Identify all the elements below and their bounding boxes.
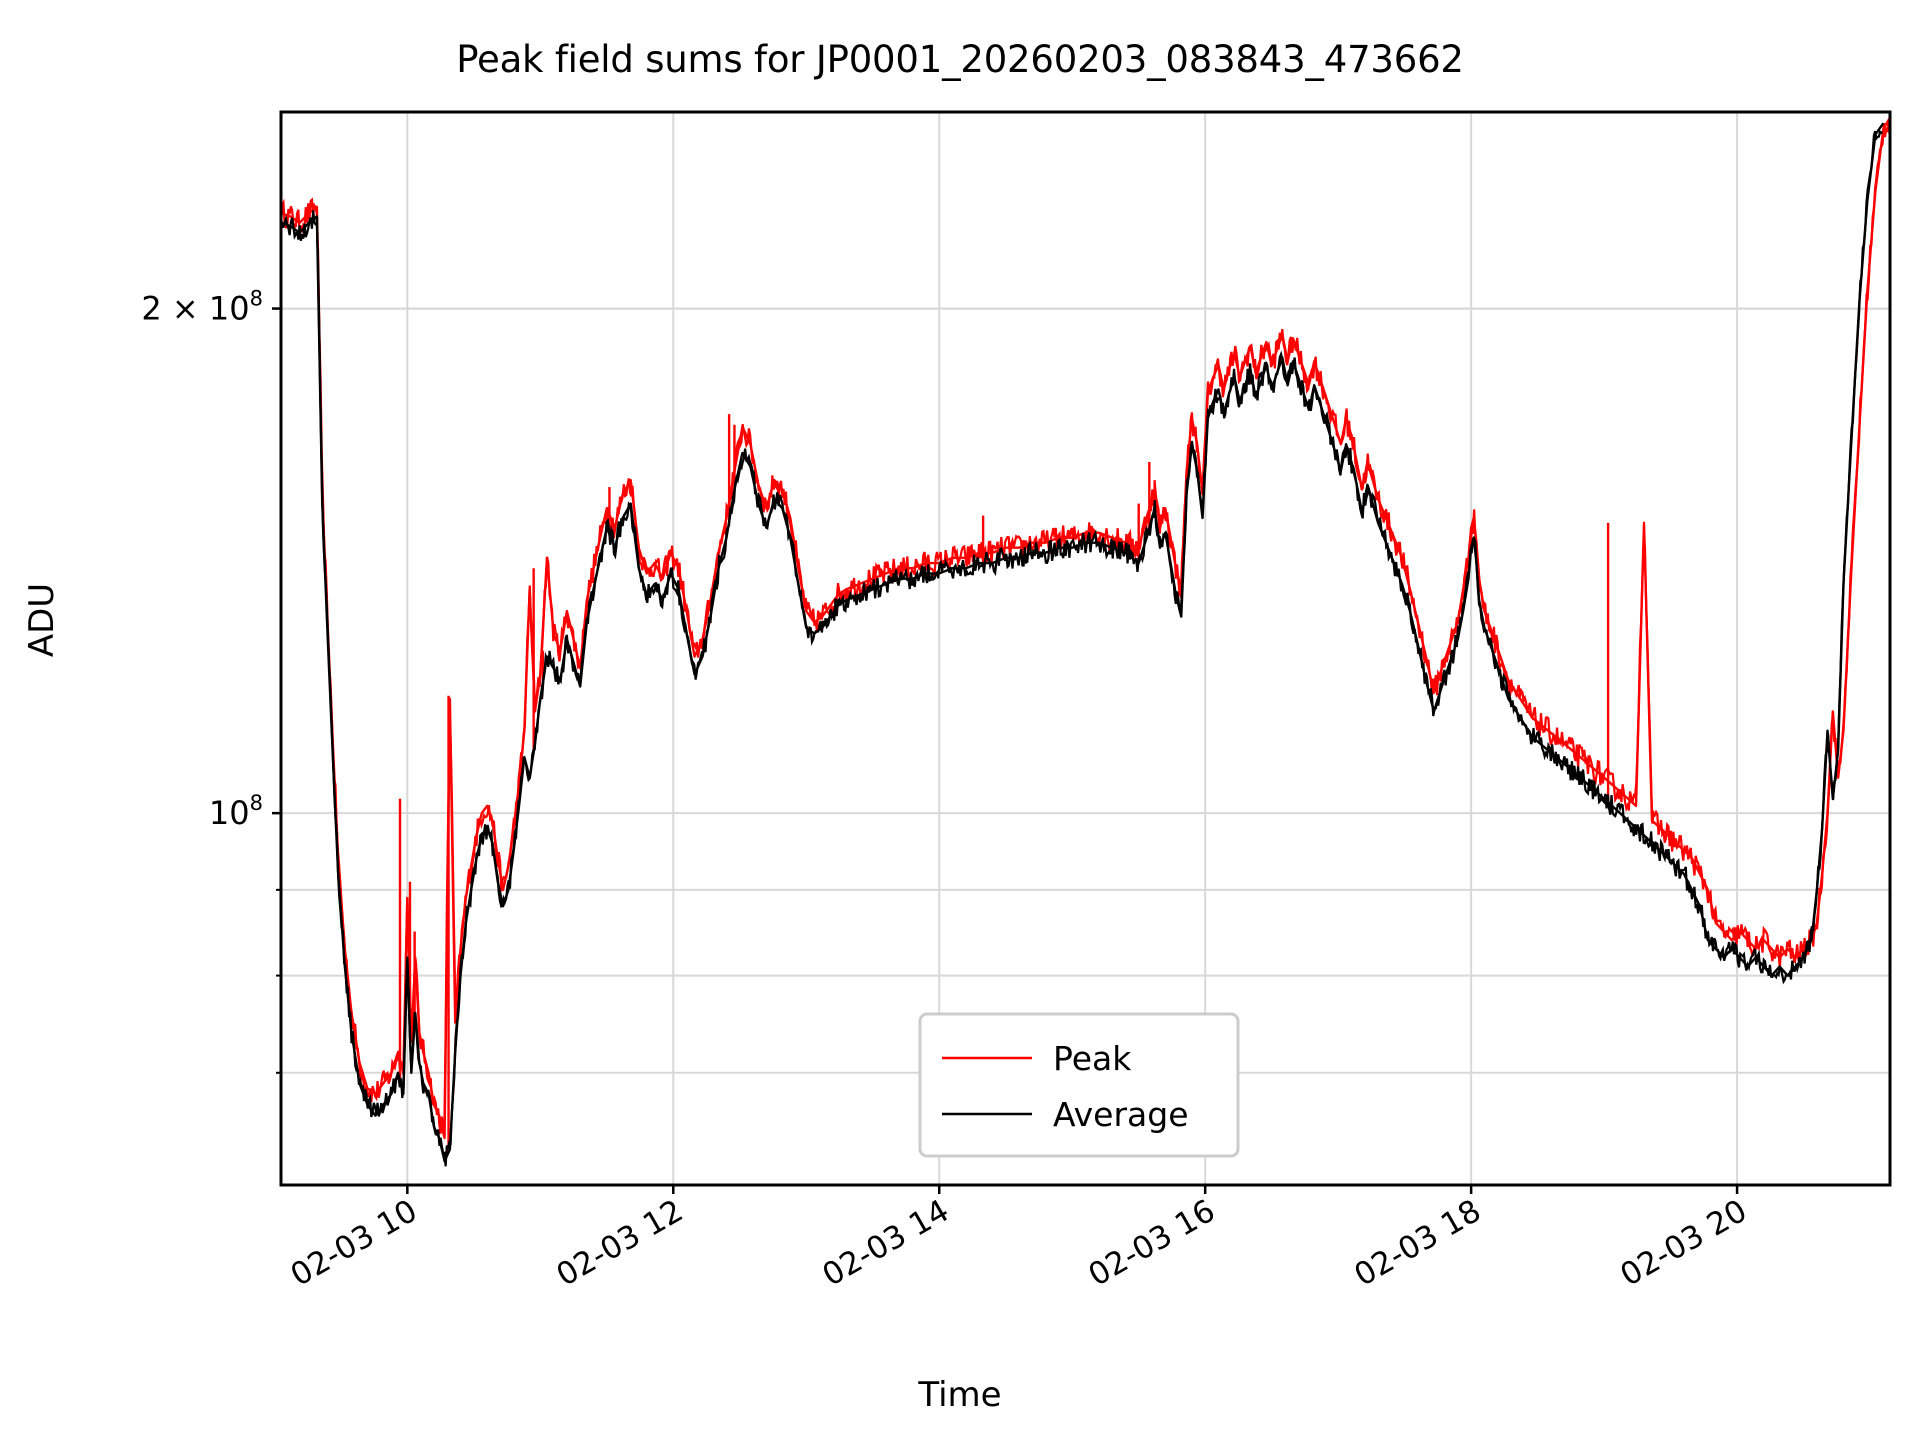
- x-axis-label: Time: [918, 1375, 1002, 1415]
- data-series: [281, 116, 1890, 1167]
- svg-text:Peak: Peak: [1053, 1039, 1132, 1078]
- svg-text:2 × 108: 2 × 108: [141, 287, 263, 328]
- axes-spines: [279, 110, 1892, 1187]
- svg-text:108: 108: [209, 791, 263, 832]
- chart-legend: Peak Average: [918, 1012, 1240, 1158]
- svg-text:02-03 16: 02-03 16: [1082, 1193, 1221, 1294]
- svg-text:02-03 14: 02-03 14: [817, 1193, 956, 1294]
- svg-text:02-03 20: 02-03 20: [1614, 1193, 1753, 1294]
- x-tick-labels: 02-03 10 02-03 12 02-03 14 02-03 16 02-03 18…: [285, 1193, 1753, 1294]
- grid-lines: [281, 112, 1890, 1185]
- y-tick-labels: 2 × 108 108: [141, 287, 263, 833]
- chart-title: Peak field sums for JP0001_20260203_0838…: [456, 38, 1464, 81]
- svg-text:Average: Average: [1053, 1095, 1189, 1134]
- svg-text:02-03 10: 02-03 10: [285, 1193, 424, 1294]
- svg-text:02-03 18: 02-03 18: [1348, 1193, 1487, 1294]
- svg-text:02-03 12: 02-03 12: [551, 1193, 690, 1294]
